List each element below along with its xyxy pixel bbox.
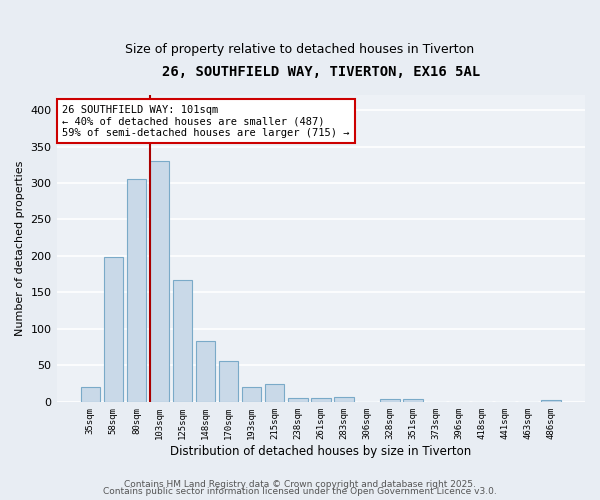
Bar	[380, 399, 400, 402]
Bar	[104, 258, 123, 402]
Text: 26 SOUTHFIELD WAY: 101sqm
← 40% of detached houses are smaller (487)
59% of semi: 26 SOUTHFIELD WAY: 101sqm ← 40% of detac…	[62, 104, 349, 138]
Bar	[288, 398, 308, 402]
Text: Contains public sector information licensed under the Open Government Licence v3: Contains public sector information licen…	[103, 487, 497, 496]
Bar	[265, 384, 284, 402]
Bar	[334, 398, 353, 402]
Bar	[127, 180, 146, 402]
X-axis label: Distribution of detached houses by size in Tiverton: Distribution of detached houses by size …	[170, 444, 472, 458]
Text: Contains HM Land Registry data © Crown copyright and database right 2025.: Contains HM Land Registry data © Crown c…	[124, 480, 476, 489]
Bar	[311, 398, 331, 402]
Bar	[196, 342, 215, 402]
Bar	[219, 361, 238, 402]
Text: Size of property relative to detached houses in Tiverton: Size of property relative to detached ho…	[125, 42, 475, 56]
Bar	[242, 387, 262, 402]
Bar	[541, 400, 561, 402]
Bar	[80, 387, 100, 402]
Bar	[173, 280, 193, 402]
Bar	[403, 399, 423, 402]
Y-axis label: Number of detached properties: Number of detached properties	[15, 161, 25, 336]
Bar	[149, 161, 169, 402]
Title: 26, SOUTHFIELD WAY, TIVERTON, EX16 5AL: 26, SOUTHFIELD WAY, TIVERTON, EX16 5AL	[161, 65, 480, 79]
